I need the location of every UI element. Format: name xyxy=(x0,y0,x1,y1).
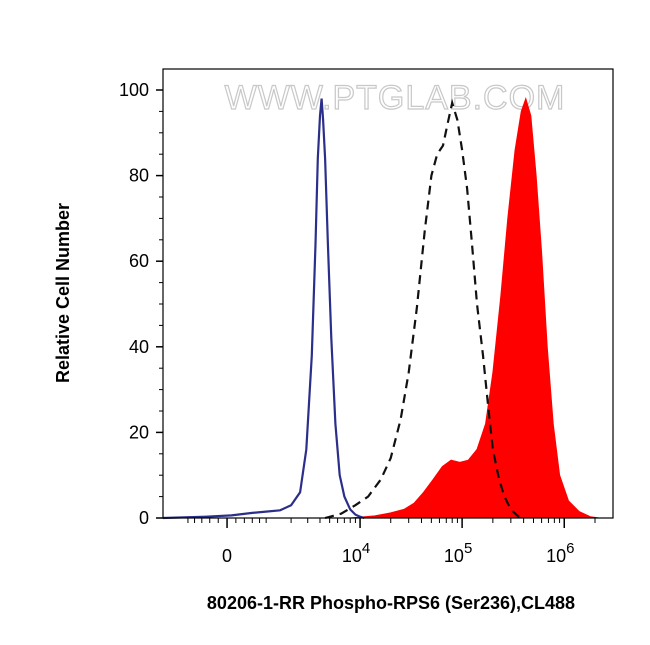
y-tick-label: 80 xyxy=(129,166,149,186)
x-tick-label: 0 xyxy=(222,546,232,566)
y-tick-label: 40 xyxy=(129,337,149,357)
x-tick-label: 104 xyxy=(342,540,370,566)
axes: 0 20 40 60 80 100 0 104 105 106 xyxy=(119,68,614,566)
plot-area: WWW.PTGLAB.COM xyxy=(162,78,600,520)
series-blue-histogram-line xyxy=(162,98,365,520)
y-tick-label: 60 xyxy=(129,251,149,271)
series-dashed-histogram-line xyxy=(324,98,524,520)
y-tick-label: 20 xyxy=(129,422,149,442)
x-tick-label: 105 xyxy=(444,540,472,566)
y-tick-label: 0 xyxy=(139,508,149,528)
x-axis-label: 80206-1-RR Phospho-RPS6 (Ser236),CL488 xyxy=(207,593,575,613)
x-tick-label: 106 xyxy=(546,540,574,566)
plot-frame xyxy=(162,68,614,519)
series-red-filled-histogram xyxy=(350,96,600,519)
watermark-text: WWW.PTGLAB.COM xyxy=(225,79,566,117)
y-axis-label: Relative Cell Number xyxy=(53,203,73,383)
y-tick-label: 100 xyxy=(119,80,149,100)
